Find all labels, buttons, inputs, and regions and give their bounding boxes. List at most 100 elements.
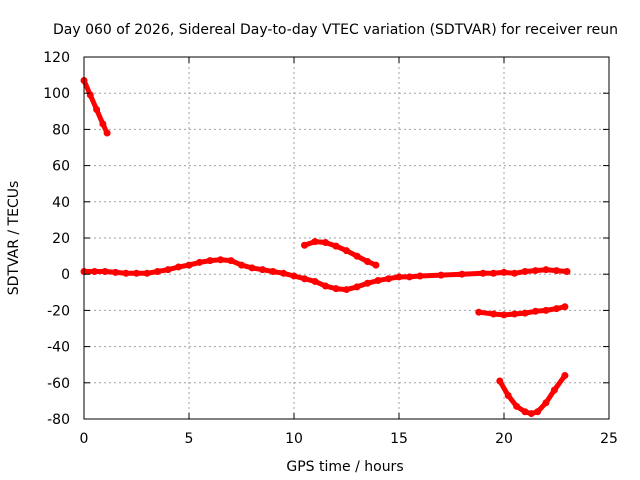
data-point [521,408,529,416]
data-point [521,309,529,317]
data-point [542,266,550,274]
data-point [322,282,329,290]
data-point [196,258,203,266]
data-point [542,306,550,314]
data-point [406,273,413,281]
data-point [527,410,535,418]
data-series [80,77,571,418]
data-point [217,256,224,264]
data-point [416,272,424,280]
data-point [322,239,329,247]
data-point [101,267,109,275]
data-point [227,257,235,265]
data-point [154,267,161,275]
data-point [91,267,98,275]
data-point [269,267,277,275]
data-point [534,408,542,416]
y-tick-labels: -80 -60 -40 -20 0 20 40 60 80 100 120 [43,50,70,428]
data-point [99,120,107,128]
y-tick-label: 120 [43,50,70,66]
data-point [93,105,101,113]
data-point [500,311,508,319]
data-point [553,305,560,313]
data-point [385,275,392,283]
data-point [343,286,350,294]
data-point [475,308,483,316]
y-tick-label: -80 [47,412,70,428]
data-point [364,258,371,266]
x-tick-label: 0 [80,431,89,447]
data-point [542,399,550,407]
data-point [521,267,529,275]
data-point [185,261,193,269]
y-tick-label: -40 [47,340,70,356]
data-point [490,310,497,318]
data-point [122,269,130,277]
y-tick-label: 80 [52,122,70,138]
series-2 [301,238,380,269]
x-tick-labels: 0 5 10 15 20 25 [80,431,618,447]
data-point [563,267,571,275]
data-point [280,269,287,277]
y-tick-label: 0 [61,267,70,283]
data-point [374,277,382,285]
data-point [513,402,521,410]
data-point [86,91,94,99]
data-point [511,269,518,277]
data-point [259,266,266,274]
y-tick-label: 40 [52,195,70,211]
y-axis-label: SDTVAR / TECUs [6,181,22,296]
data-point [561,303,569,311]
data-point [206,257,214,265]
data-point [332,242,340,250]
chart-title: Day 060 of 2026, Sidereal Day-to-day VTE… [53,22,618,38]
x-tick-label: 10 [285,431,303,447]
data-point [290,272,298,280]
series-1 [80,256,571,294]
data-point [532,307,539,315]
series-4 [496,372,569,418]
grid-lines [84,57,609,419]
data-point [143,269,151,277]
data-point [490,269,497,277]
data-point [175,263,182,271]
y-tick-label: -60 [47,376,70,392]
data-point [458,270,466,278]
data-point [103,129,111,137]
data-point [311,238,319,246]
data-point [500,268,508,276]
x-tick-label: 25 [600,431,618,447]
y-tick-label: -20 [47,303,70,319]
data-point [561,372,569,380]
y-tick-label: 60 [52,159,70,175]
data-point [550,386,558,394]
data-point [301,275,308,283]
data-point [395,273,403,281]
data-point [301,241,308,249]
data-point [353,252,361,260]
x-tick-label: 15 [390,431,408,447]
data-point [364,279,371,287]
y-tick-label: 100 [43,86,70,102]
data-point [372,261,380,269]
data-point [504,391,512,399]
series-0 [80,77,111,137]
tick-marks [83,56,610,420]
data-point [343,247,350,255]
data-point [353,283,361,291]
data-point [332,285,340,293]
data-point [511,310,518,318]
data-point [112,268,119,276]
data-point [311,277,319,285]
data-point [553,267,560,275]
series-3 [475,303,569,319]
data-point [437,271,445,279]
x-tick-label: 5 [185,431,194,447]
data-point [496,377,504,385]
data-point [532,267,539,275]
data-point [133,269,140,277]
data-point [479,269,487,277]
data-point [248,264,256,272]
y-tick-label: 20 [52,231,70,247]
